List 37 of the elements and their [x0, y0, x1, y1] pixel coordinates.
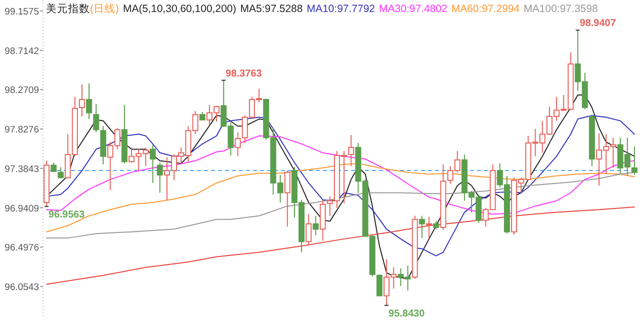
candlestick	[631, 146, 638, 176]
candlestick	[93, 103, 100, 133]
y-tick-label: 96.9409	[4, 203, 39, 214]
candlestick	[150, 144, 156, 184]
candlestick	[234, 132, 241, 157]
candlestick	[284, 170, 290, 228]
candlestick	[426, 216, 432, 239]
candlestick	[58, 166, 64, 180]
annotation: 96.9563	[48, 209, 86, 220]
candlestick	[86, 82, 92, 120]
y-tick-label: 97.8276	[4, 124, 39, 136]
candlestick	[348, 134, 354, 167]
text: MA100:97.3598	[524, 3, 598, 15]
candlestick	[156, 162, 163, 194]
chart-title: 美元指数	[46, 3, 90, 15]
candlestick	[418, 215, 425, 239]
text: MA60:97.2994	[451, 3, 520, 15]
text: MA10:97.7792	[306, 3, 376, 15]
annotation: 95.8430	[388, 308, 426, 320]
y-tick-label: 96.0543	[4, 282, 39, 294]
legend-title: MA(5,10,30,60,100,200)	[123, 3, 236, 15]
annotation: 98.9407	[580, 18, 616, 30]
candlestick	[78, 84, 85, 117]
text: MA30:97.4802	[379, 3, 448, 15]
candlestick	[376, 274, 382, 296]
candlestick	[306, 214, 312, 245]
y-tick-label: 97.3843	[4, 164, 39, 175]
y-tick-label: 96.4976	[4, 242, 39, 254]
line-series	[46, 162, 635, 232]
y-tick-label: 98.7142	[4, 46, 39, 57]
y-tick-label: 98.2709	[4, 85, 39, 96]
candlestick	[312, 215, 319, 236]
text: MA5:97.5288	[240, 3, 303, 15]
y-tick-label: 99.1575	[4, 6, 39, 18]
line-series	[46, 206, 635, 285]
chart-subtitle: (日线)	[90, 3, 119, 15]
annotation: 98.3763	[226, 68, 262, 80]
